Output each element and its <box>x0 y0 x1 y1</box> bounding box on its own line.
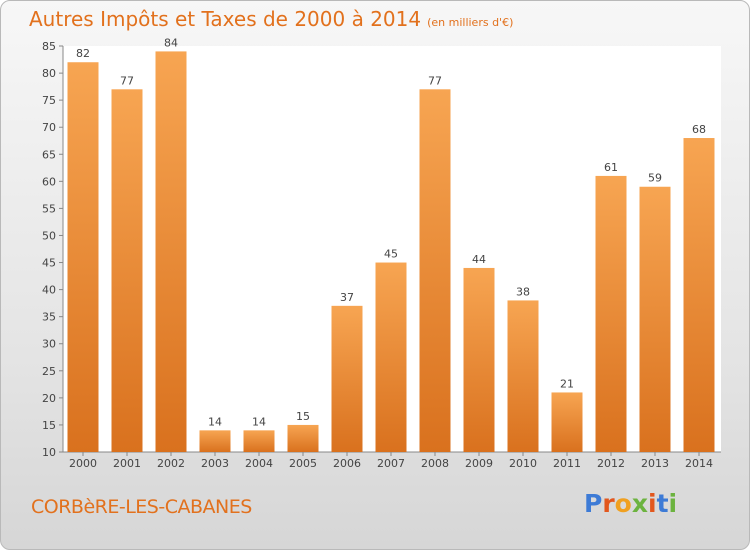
bar <box>243 430 275 452</box>
x-tick-label: 2007 <box>377 457 405 470</box>
y-tick-label: 70 <box>42 121 56 134</box>
bar <box>463 267 495 452</box>
bar <box>199 430 231 452</box>
bar-value-label: 68 <box>692 123 706 136</box>
bar <box>551 392 583 452</box>
y-tick-label: 35 <box>42 311 56 324</box>
chart-title: Autres Impôts et Taxes de 2000 à 2014 (en… <box>29 7 513 31</box>
x-tick-label: 2010 <box>509 457 537 470</box>
chart-title-text: Autres Impôts et Taxes de 2000 à 2014 <box>29 7 422 31</box>
bar <box>67 62 99 453</box>
x-tick-label: 2013 <box>641 457 669 470</box>
bar <box>595 175 627 453</box>
x-tick-label: 2014 <box>685 457 713 470</box>
logo-letter: x <box>631 489 648 518</box>
bar-value-label: 14 <box>252 415 266 428</box>
x-tick-label: 2009 <box>465 457 493 470</box>
x-tick-label: 2011 <box>553 457 581 470</box>
y-tick-label: 30 <box>42 338 56 351</box>
y-tick-label: 75 <box>42 94 56 107</box>
logo-letter: i <box>648 489 657 518</box>
x-tick-label: 2002 <box>157 457 185 470</box>
y-tick-label: 60 <box>42 175 56 188</box>
bar-value-label: 37 <box>340 291 354 304</box>
x-tick-label: 2004 <box>245 457 273 470</box>
proxiti-logo: Proxiti <box>584 489 677 518</box>
y-tick-label: 45 <box>42 257 56 270</box>
y-tick-label: 50 <box>42 229 56 242</box>
y-tick-label: 85 <box>42 40 56 53</box>
bar <box>375 262 407 452</box>
bar-value-label: 45 <box>384 248 398 261</box>
x-tick-label: 2006 <box>333 457 361 470</box>
bar-value-label: 82 <box>76 47 90 60</box>
y-tick-label: 20 <box>42 392 56 405</box>
bar-value-label: 21 <box>560 377 574 390</box>
bar <box>507 300 539 452</box>
bar <box>639 186 671 452</box>
logo-letter: i <box>668 489 678 518</box>
y-tick-label: 40 <box>42 284 56 297</box>
bar <box>331 305 363 452</box>
bar <box>683 138 715 452</box>
y-tick-label: 65 <box>42 148 56 161</box>
bar-value-label: 44 <box>472 253 486 266</box>
y-tick-label: 55 <box>42 202 56 215</box>
x-tick-label: 2001 <box>113 457 141 470</box>
logo-letter: P <box>584 489 603 518</box>
bar <box>287 424 319 452</box>
x-tick-label: 2003 <box>201 457 229 470</box>
bar-value-label: 77 <box>120 74 134 87</box>
bar <box>155 51 187 453</box>
x-tick-label: 2005 <box>289 457 317 470</box>
bar <box>111 89 143 452</box>
y-tick-label: 25 <box>42 365 56 378</box>
y-tick-label: 10 <box>42 446 56 459</box>
bar-value-label: 59 <box>648 172 662 185</box>
bar-value-label: 84 <box>164 36 178 49</box>
chart-subtitle: (en milliers d'€) <box>427 16 514 29</box>
x-tick-label: 2000 <box>69 457 97 470</box>
bar-value-label: 61 <box>604 161 618 174</box>
logo-letter: r <box>602 489 615 518</box>
commune-name: CORBèRE-LES-CABANES <box>31 496 252 518</box>
x-tick-label: 2012 <box>597 457 625 470</box>
bar-value-label: 77 <box>428 74 442 87</box>
logo-letter: t <box>656 489 669 518</box>
x-tick-label: 2008 <box>421 457 449 470</box>
logo-letter: o <box>614 489 632 518</box>
bar-value-label: 15 <box>296 410 310 423</box>
y-tick-label: 80 <box>42 67 56 80</box>
bar-value-label: 14 <box>208 415 222 428</box>
bar-value-label: 38 <box>516 285 530 298</box>
y-tick-label: 15 <box>42 419 56 432</box>
bar <box>419 89 451 452</box>
